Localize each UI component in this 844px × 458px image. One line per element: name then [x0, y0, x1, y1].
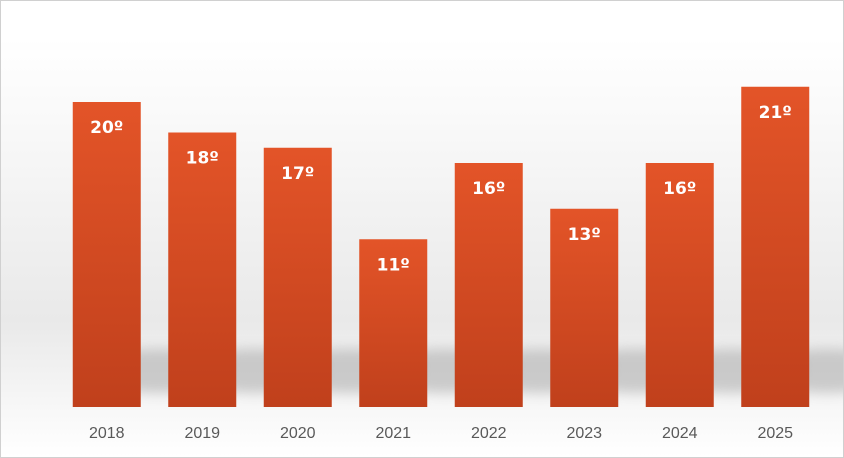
bar-2021: [359, 239, 428, 407]
x-tick-label-2021: 2021: [375, 425, 411, 442]
bar-2024: [645, 163, 714, 407]
data-label-2025: 21º: [759, 103, 792, 123]
x-tick-label-2018: 2018: [89, 425, 125, 442]
data-label-2018: 20º: [90, 118, 123, 138]
x-tick-label-2023: 2023: [566, 425, 602, 442]
data-label-2023: 13º: [568, 225, 601, 245]
x-tick-label-2019: 2019: [184, 425, 220, 442]
data-label-2024: 16º: [663, 179, 696, 199]
data-label-2021: 11º: [377, 255, 410, 275]
x-tick-label-2022: 2022: [471, 425, 507, 442]
data-label-2022: 16º: [472, 179, 505, 199]
bar-2019: [168, 132, 237, 407]
data-label-2020: 17º: [281, 164, 314, 184]
x-tick-label-2024: 2024: [662, 425, 698, 442]
bar-2022: [454, 163, 523, 407]
bar-2018: [72, 102, 141, 407]
bar-2020: [263, 147, 332, 407]
bar-2025: [741, 86, 810, 407]
bar-2023: [550, 208, 619, 407]
x-tick-label-2025: 2025: [757, 425, 793, 442]
x-tick-label-2020: 2020: [280, 425, 316, 442]
data-label-2019: 18º: [186, 149, 219, 169]
